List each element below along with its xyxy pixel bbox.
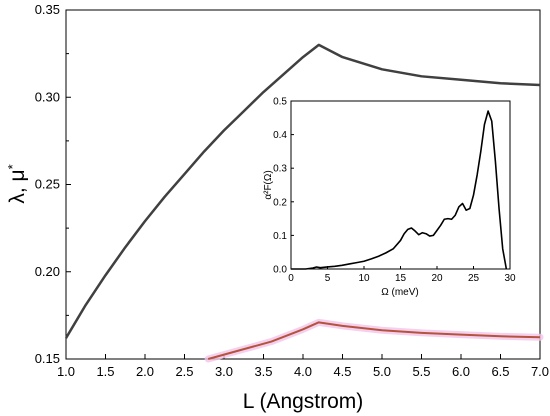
inset-x-tick-label: 10 xyxy=(358,273,370,284)
main-x-tick-label: 3.0 xyxy=(215,364,233,379)
lambda-line xyxy=(64,43,541,339)
inset-x-tick-label: 20 xyxy=(431,273,443,284)
mu-star-glow xyxy=(204,318,544,363)
mu-star-line xyxy=(207,321,541,360)
inset-y-tick-label: 0.5 xyxy=(273,97,287,108)
inset-y-tick-label: 0.4 xyxy=(273,130,287,141)
main-x-tick-label: 1.0 xyxy=(57,364,75,379)
main-y-tick-label: 0.25 xyxy=(35,177,60,192)
main-x-tick-label: 4.5 xyxy=(333,364,351,379)
inset-plot: 0 5 10 15 20 25 30 0.00.10.20.30.40.5 Ω (meV) … xyxy=(263,97,516,299)
inset-spectral-line xyxy=(291,110,508,270)
main-y-tick-label: 0.20 xyxy=(35,264,60,279)
main-y-ticks: 0.15 0.20 0.25 0.30 0.35 xyxy=(35,2,71,366)
inset-y-tick-label: 0.0 xyxy=(273,265,287,276)
main-x-ticks: 1.0 1.5 2.0 2.5 3.0 3.5 4.0 4.5 5.0 5.5 6.0 6.5 7.0 xyxy=(57,354,549,379)
main-x-tick-label: 2.0 xyxy=(136,364,154,379)
main-y-tick-label: 0.15 xyxy=(35,351,60,366)
y-axis-title-main: λ, μ xyxy=(6,169,29,203)
main-x-tick-label: 1.5 xyxy=(96,364,114,379)
main-x-tick-label: 4.0 xyxy=(294,364,312,379)
y-axis-title: λ, μ* xyxy=(5,164,29,203)
inset-x-axis-title: Ω (meV) xyxy=(381,287,418,298)
inset-y-tick-label: 0.3 xyxy=(273,164,287,175)
main-x-tick-label: 2.5 xyxy=(175,364,193,379)
inset-x-tick-label: 5 xyxy=(325,273,331,284)
main-x-tick-label: 6.5 xyxy=(491,364,509,379)
main-x-tick-label: 7.0 xyxy=(531,364,549,379)
inset-y-ticks: 0.0 0.1 0.2 0.3 0.4 0.5 xyxy=(273,97,294,276)
inset-x-tick-label: 30 xyxy=(504,273,516,284)
inset-y-tick-label: 0.2 xyxy=(273,197,287,208)
main-x-tick-label: 5.0 xyxy=(373,364,391,379)
inset-x-tick-label: 15 xyxy=(395,273,407,284)
main-x-tick-label: 3.5 xyxy=(254,364,272,379)
main-y-tick-label: 0.30 xyxy=(35,89,60,104)
main-y-tick-label: 0.35 xyxy=(35,2,60,17)
x-axis-title: L (Angstrom) xyxy=(243,390,364,413)
inset-y-axis-title: α²F(Ω) xyxy=(263,170,274,199)
inset-y-tick-label: 0.1 xyxy=(273,231,287,242)
inset-background xyxy=(291,101,510,269)
inset-x-tick-label: 0 xyxy=(288,273,294,284)
inset-x-tick-label: 25 xyxy=(468,273,480,284)
inset-x-ticks: 0 5 10 15 20 25 30 xyxy=(288,266,516,284)
main-x-tick-label: 6.0 xyxy=(452,364,470,379)
y-axis-title-superscript: * xyxy=(5,164,20,169)
main-plot: 1.0 1.5 2.0 2.5 3.0 3.5 4.0 4.5 5.0 5.5 6.0 6.5 7.0 … xyxy=(35,2,549,379)
main-x-tick-label: 5.5 xyxy=(412,364,430,379)
